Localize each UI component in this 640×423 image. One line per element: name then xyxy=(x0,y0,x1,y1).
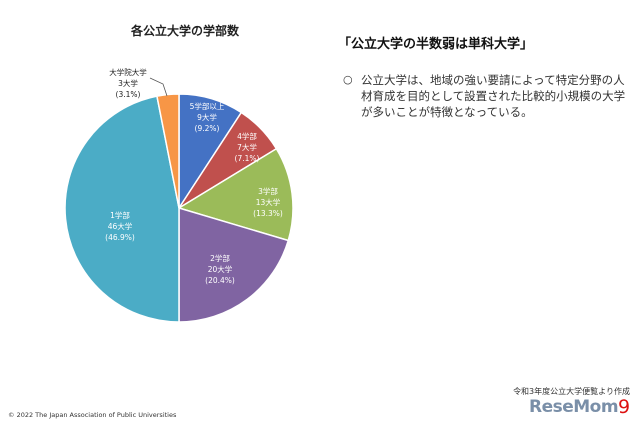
page-number: 9 xyxy=(618,396,631,418)
slice-label-3-2: (20.4%) xyxy=(205,276,235,285)
slice-label-2-2: (13.3%) xyxy=(253,209,283,218)
slice-label-3-1: 20大学 xyxy=(208,264,233,274)
slice-label-0-2: (9.2%) xyxy=(195,124,220,133)
pie-slice-4 xyxy=(64,95,180,323)
pie-slice-5 xyxy=(156,93,180,209)
bullet-icon: ○ xyxy=(343,73,353,86)
slice-label-5-1: 3大学 xyxy=(118,78,138,88)
slice-label-4-2: (46.9%) xyxy=(105,233,135,242)
slice-label-3-0: 2学部 xyxy=(210,253,230,263)
slice-label-0-0: 5学部以上 xyxy=(190,101,225,111)
slice-label-2-1: 13大学 xyxy=(256,197,281,207)
slice-label-1-2: (7.1%) xyxy=(235,154,260,163)
pie-slice-2 xyxy=(177,147,294,242)
slice-label-1-0: 4学部 xyxy=(237,131,257,141)
section-heading: 「公立大学の半数弱は単科大学」 xyxy=(338,37,534,52)
slice-label-5-0: 大学院大学 xyxy=(109,67,147,77)
description-paragraph: ○ 公立大学は、地域の強い要請によって特定分野の人材育成を目的として設置された比… xyxy=(343,72,633,120)
slice-label-4-0: 1学部 xyxy=(110,210,130,220)
slice-label-2-0: 3学部 xyxy=(258,186,278,196)
pie-slice-3 xyxy=(178,206,290,323)
copyright-text: © 2022 The Japan Association of Public U… xyxy=(8,411,177,419)
slice-label-0-1: 9大学 xyxy=(197,112,217,122)
watermark-logo: ReseMom xyxy=(529,397,619,417)
source-note: 令和3年度公立大学便覧より作成 xyxy=(513,387,630,396)
slice-label-5-2: (3.1%) xyxy=(116,90,141,99)
leader-line xyxy=(149,77,168,97)
description-text: 公立大学は、地域の強い要請によって特定分野の人材育成を目的として設置された比較的… xyxy=(361,73,626,119)
slice-label-1-1: 7大学 xyxy=(237,142,257,152)
chart-title: 各公立大学の学部数 xyxy=(130,24,239,38)
slice-label-4-1: 46大学 xyxy=(108,221,133,231)
